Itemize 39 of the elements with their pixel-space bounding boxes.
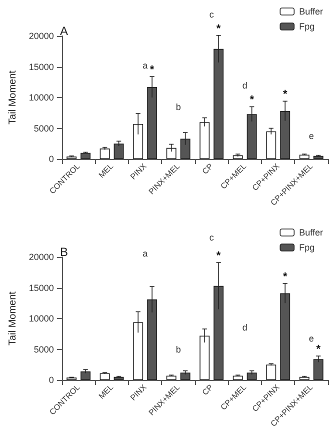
data-label: *: [216, 22, 222, 35]
y-tick-label: 20000: [28, 252, 54, 262]
annotation: a: [142, 60, 148, 70]
legend-label: Buffer: [299, 6, 324, 16]
y-tick-label: 10000: [28, 314, 54, 324]
data-label: *: [216, 250, 222, 262]
legend-label: Fpg: [299, 22, 315, 32]
x-tick-label: CP: [200, 382, 215, 398]
x-tick-label: MEL: [97, 382, 116, 401]
y-tick-label: 0: [48, 375, 54, 385]
y-tick-label: 0: [48, 154, 54, 164]
data-label: *: [282, 88, 288, 101]
text: c: [209, 232, 214, 243]
y-tick-label: 15000: [28, 282, 54, 293]
annotation: b: [176, 102, 181, 112]
x-tick-label: MEL: [97, 161, 116, 180]
annotation: e: [308, 131, 314, 142]
legend-label: Buffer: [299, 228, 324, 238]
y-tick-label: 15000: [28, 62, 54, 72]
chart-title: A: [60, 24, 68, 38]
annotation: e: [308, 334, 314, 344]
data-label: *: [250, 94, 255, 106]
text: c: [209, 9, 214, 20]
data-label: *: [282, 270, 288, 283]
annotation: d: [242, 322, 248, 333]
annotation: b: [176, 344, 181, 355]
data-label: *: [150, 64, 155, 76]
y-tick-label: 20000: [28, 31, 54, 41]
y-tick-label: 5000: [34, 123, 54, 134]
y-tick-label: 5000: [34, 344, 54, 354]
y-tick-label: 10000: [28, 92, 54, 102]
x-tick-label: CP: [200, 162, 215, 176]
y-axis-title: Tail Moment: [8, 291, 18, 346]
annotation: a: [142, 248, 148, 259]
chart-title: B: [60, 245, 68, 259]
annotation: d: [242, 80, 248, 91]
data-label: *: [316, 344, 322, 356]
legend-label: Fpg: [299, 242, 315, 252]
y-axis-title: Tail Moment: [8, 70, 18, 124]
